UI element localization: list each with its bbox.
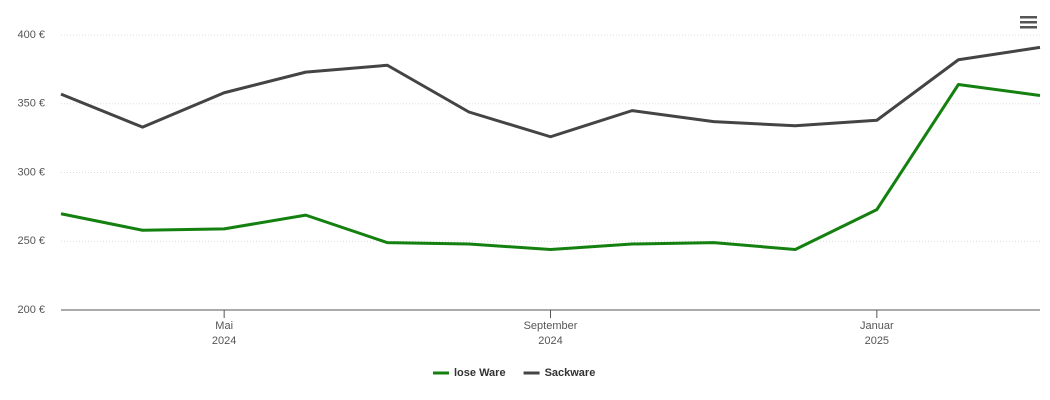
x-tick-label: 2024 <box>212 335 236 347</box>
menu-bar <box>1020 26 1037 29</box>
y-tick-label: 400 € <box>17 29 45 41</box>
menu-icon[interactable] <box>1020 16 1037 29</box>
x-tick-label: September <box>524 320 578 332</box>
x-tick-label: Mai <box>215 320 233 332</box>
menu-bar <box>1020 16 1037 19</box>
x-tick-label: 2024 <box>538 335 562 347</box>
legend-text: lose Ware <box>454 367 506 379</box>
series-line <box>60 83 1041 251</box>
y-tick-label: 350 € <box>17 98 45 110</box>
x-tick-label: 2025 <box>865 335 889 347</box>
menu-bar <box>1020 21 1037 24</box>
y-tick-label: 250 € <box>17 235 45 247</box>
series-line <box>60 45 1041 139</box>
x-tick-label: Januar <box>860 320 894 332</box>
y-tick-label: 300 € <box>17 166 45 178</box>
y-tick-label: 200 € <box>17 304 45 316</box>
legend-text: Sackware <box>545 367 596 379</box>
